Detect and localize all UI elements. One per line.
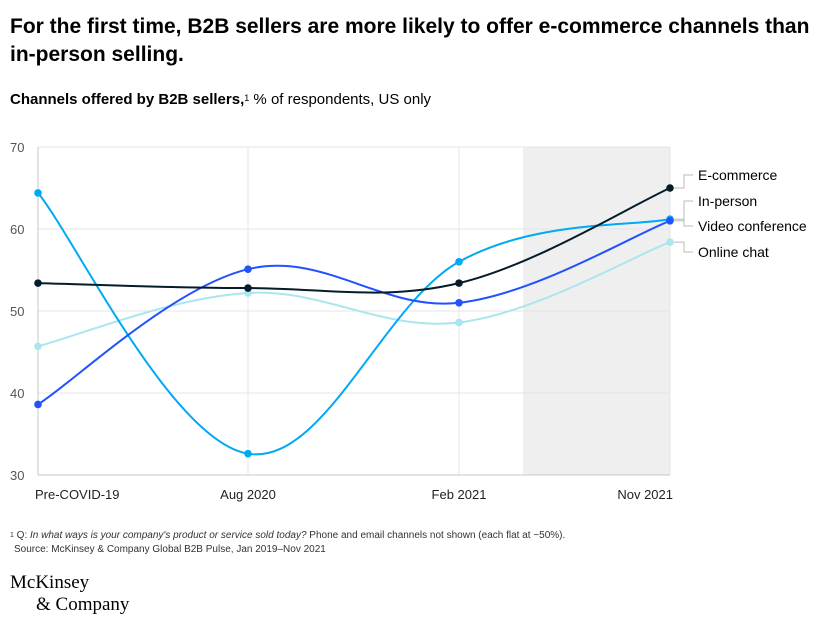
- legend-label: Online chat: [698, 244, 769, 260]
- data-point-ecommerce: [455, 279, 463, 287]
- data-point-videoconference: [455, 258, 463, 266]
- footnote: 1 Q: In what ways is your company's prod…: [10, 529, 565, 557]
- line-chart: 30 40 50 60 70 Pre-COVID-19 Aug 2020 Feb 2021 No…: [10, 140, 807, 502]
- mckinsey-logo: McKinsey & Company: [10, 572, 129, 616]
- x-tick-label: Pre-COVID-19: [35, 487, 120, 502]
- legend-leader-line: [674, 174, 693, 189]
- footnote-marker: 1: [10, 532, 14, 539]
- footnote-source: Source: McKinsey & Company Global B2B Pu…: [14, 544, 326, 555]
- series-line-inperson: [37, 219, 671, 406]
- y-tick-label: 30: [10, 468, 24, 483]
- x-tick-label: Nov 2021: [617, 487, 673, 502]
- data-point-inperson: [666, 217, 674, 225]
- subtitle-footnote-marker: 1: [244, 93, 250, 103]
- data-point-videoconference: [34, 189, 42, 197]
- footnote-rest: Phone and email channels not shown (each…: [306, 530, 566, 541]
- data-point-inperson: [34, 400, 42, 409]
- data-point-ecommerce: [34, 279, 42, 287]
- series-line-videoconference: [37, 192, 671, 456]
- footnote-question-line: 1 Q: In what ways is your company's prod…: [10, 529, 565, 543]
- x-tick-label: Aug 2020: [220, 487, 276, 502]
- footnote-prefix: Q:: [13, 530, 31, 541]
- y-tick-label: 50: [10, 304, 24, 319]
- logo-line-1: McKinsey: [10, 572, 90, 593]
- legend-leader-line: [674, 200, 693, 222]
- series-line-onlinechat: [37, 241, 671, 348]
- y-tick-label: 60: [10, 222, 24, 237]
- legend-leader-line: [674, 218, 693, 227]
- data-point-onlinechat: [34, 342, 42, 351]
- data-point-videoconference: [244, 449, 252, 458]
- y-tick-label: 70: [10, 140, 24, 155]
- chart-subtitle: Channels offered by B2B sellers,1 % of r…: [10, 90, 431, 110]
- logo-line-2: & Company: [36, 594, 130, 615]
- legend-label: Video conference: [698, 218, 807, 234]
- legend-leader-line: [674, 241, 693, 253]
- data-point-inperson: [455, 299, 463, 307]
- legend-label: In-person: [698, 193, 757, 209]
- data-point-onlinechat: [666, 238, 674, 246]
- footnote-question: In what ways is your company's product o…: [30, 530, 307, 541]
- data-point-inperson: [244, 265, 252, 273]
- y-tick-label: 40: [10, 386, 24, 401]
- x-tick-label: Feb 2021: [432, 487, 487, 502]
- data-point-ecommerce: [666, 184, 674, 192]
- subtitle-lead: Channels offered by B2B sellers,: [10, 91, 245, 108]
- legend-label: E-commerce: [698, 167, 778, 183]
- data-point-ecommerce: [244, 284, 252, 292]
- chart-title: For the first time, B2B sellers are more…: [10, 15, 810, 66]
- subtitle-rest: % of respondents, US only: [249, 91, 432, 108]
- series-line-ecommerce: [37, 187, 671, 294]
- data-point-onlinechat: [455, 318, 463, 327]
